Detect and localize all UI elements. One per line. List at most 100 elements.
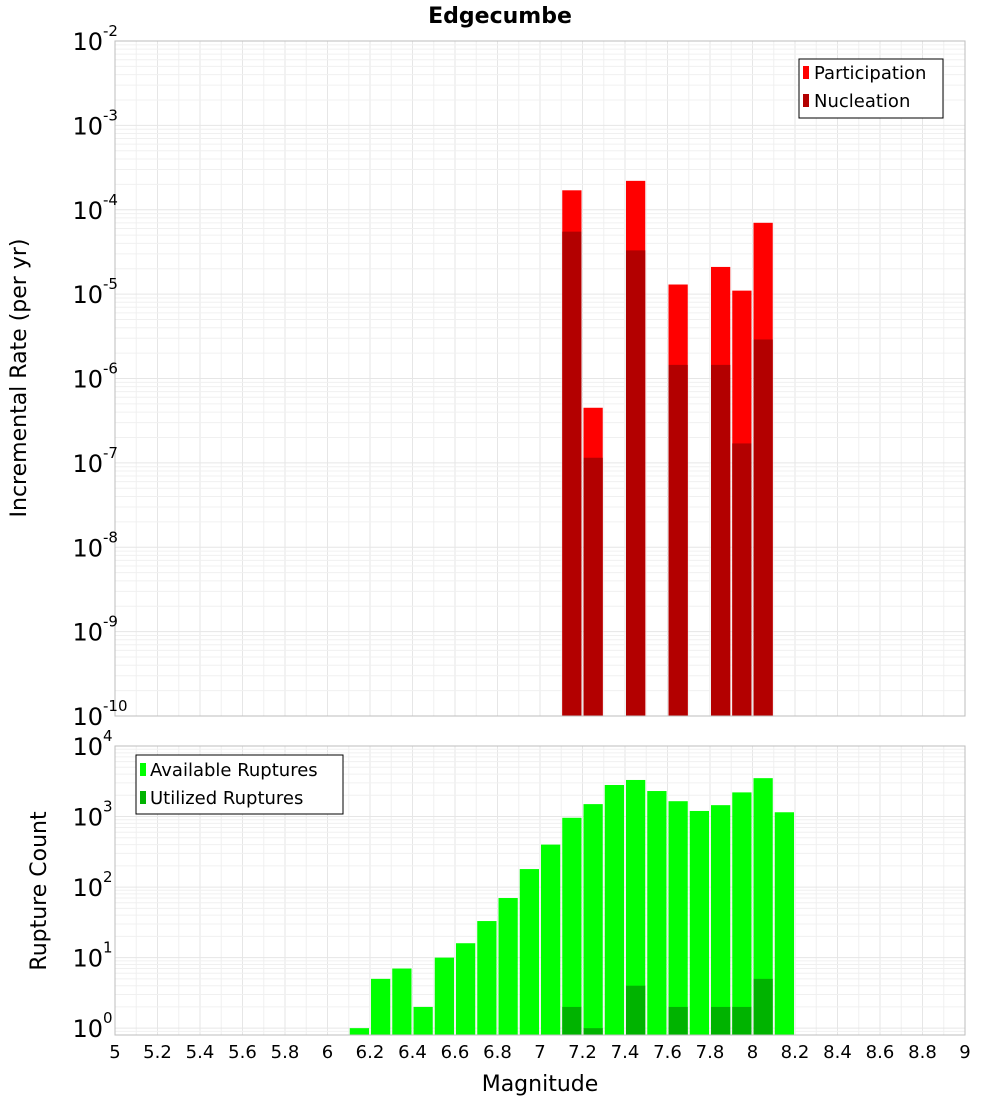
count-a-bar xyxy=(519,869,539,1035)
y-tick-base: 10 xyxy=(72,112,103,140)
y-tick-exponent: -3 xyxy=(103,106,118,124)
top-legend-box xyxy=(798,58,944,119)
count-a-bar xyxy=(753,778,773,1035)
y-tick-base: 10 xyxy=(72,1015,103,1043)
participation-swatch xyxy=(803,66,809,79)
x-tick-label: 6 xyxy=(322,1042,333,1063)
legend-utilized: Utilized Ruptures xyxy=(150,788,303,809)
legend-nucleation: Nucleation xyxy=(814,91,910,112)
available-swatch xyxy=(140,763,146,776)
y-tick-base: 10 xyxy=(72,874,103,902)
count-a-bar xyxy=(668,801,688,1035)
count-b-bar xyxy=(711,1006,731,1035)
y-tick-exponent: -7 xyxy=(103,444,118,462)
y-tick-exponent: -4 xyxy=(103,191,118,209)
y-tick-exponent: -9 xyxy=(103,613,118,631)
y-tick-base: 10 xyxy=(72,534,103,562)
x-tick-label: 7.4 xyxy=(611,1042,640,1063)
x-tick-label: 5.4 xyxy=(186,1042,215,1063)
count-b-bar xyxy=(626,985,646,1035)
count-a-bar xyxy=(456,943,476,1035)
count-a-bar xyxy=(371,978,391,1035)
y-tick-base: 10 xyxy=(72,366,103,394)
x-tick-label: 5.6 xyxy=(228,1042,257,1063)
x-tick-label: 7 xyxy=(534,1042,545,1063)
y-tick-base: 10 xyxy=(72,28,103,56)
bottom-plot-bars xyxy=(349,778,794,1035)
count-a-bar xyxy=(541,844,561,1035)
x-tick-label: 5.8 xyxy=(271,1042,300,1063)
y-tick-exponent: 4 xyxy=(103,727,113,745)
count-a-bar xyxy=(349,1028,369,1035)
bottom-legend: Available Ruptures Utilized Ruptures xyxy=(135,754,344,815)
y-tick-exponent: 2 xyxy=(103,868,113,886)
x-tick-label: 8.2 xyxy=(781,1042,810,1063)
x-tick-label: 8.8 xyxy=(908,1042,937,1063)
count-a-bar xyxy=(434,957,454,1035)
x-tick-label: 7.8 xyxy=(696,1042,725,1063)
legend-available: Available Ruptures xyxy=(150,760,318,781)
chart-title: Edgecumbe xyxy=(428,4,572,29)
count-b-bar xyxy=(753,978,773,1035)
y-tick-exponent: 3 xyxy=(103,798,113,816)
y-tick-exponent: -5 xyxy=(103,275,118,293)
nucleation-swatch xyxy=(803,94,809,107)
x-tick-label: 6.2 xyxy=(356,1042,385,1063)
top-y-axis-label: Incremental Rate (per yr) xyxy=(7,239,32,518)
top-plot-bars xyxy=(562,180,773,717)
count-a-bar xyxy=(562,817,582,1035)
y-tick-exponent: 1 xyxy=(103,939,113,957)
y-tick-exponent: -10 xyxy=(103,697,128,715)
top-plot-frame xyxy=(114,40,966,717)
y-tick-base: 10 xyxy=(72,450,103,478)
x-tick-label: 8 xyxy=(747,1042,758,1063)
y-tick-base: 10 xyxy=(72,804,103,832)
x-tick-label: 8.4 xyxy=(823,1042,852,1063)
count-a-bar xyxy=(711,805,731,1035)
x-tick-label: 5 xyxy=(109,1042,120,1063)
rate-b-bar xyxy=(753,339,773,716)
y-tick-base: 10 xyxy=(72,281,103,309)
y-tick-base: 10 xyxy=(72,733,103,761)
legend-participation: Participation xyxy=(814,63,926,84)
y-tick-exponent: -8 xyxy=(103,528,118,546)
x-tick-label: 6.8 xyxy=(483,1042,512,1063)
count-b-bar xyxy=(732,1006,752,1035)
utilized-swatch xyxy=(140,791,146,804)
count-a-bar xyxy=(604,784,624,1035)
count-b-bar xyxy=(668,1006,688,1035)
count-a-bar xyxy=(626,779,646,1035)
y-tick-exponent: 0 xyxy=(103,1009,113,1027)
rate-b-bar xyxy=(732,443,752,716)
count-a-bar xyxy=(498,898,518,1035)
count-a-bar xyxy=(583,804,603,1035)
bottom-y-axis-label: Rupture Count xyxy=(27,811,52,971)
top-plot-grid xyxy=(115,41,966,717)
x-axis-label: Magnitude xyxy=(482,1072,599,1097)
y-tick-exponent: -2 xyxy=(103,22,118,40)
rate-b-bar xyxy=(668,364,688,716)
bottom-legend-box xyxy=(135,754,344,815)
count-a-bar xyxy=(392,968,412,1035)
count-a-bar xyxy=(689,810,709,1035)
rate-b-bar xyxy=(562,231,582,716)
count-b-bar xyxy=(583,1028,603,1035)
x-tick-label: 5.2 xyxy=(143,1042,172,1063)
x-tick-label: 9 xyxy=(959,1042,970,1063)
x-tick-label: 7.2 xyxy=(568,1042,597,1063)
y-tick-exponent: -6 xyxy=(103,360,118,378)
rate-b-bar xyxy=(583,457,603,716)
x-tick-label: 7.6 xyxy=(653,1042,682,1063)
top-y-tick-labels: 10-210-310-410-510-610-710-810-910-10 xyxy=(72,22,127,731)
count-a-bar xyxy=(413,1006,433,1035)
rate-b-bar xyxy=(711,364,731,716)
count-a-bar xyxy=(732,792,752,1035)
count-a-bar xyxy=(647,791,667,1035)
bottom-plot-frame xyxy=(114,745,966,1036)
rate-b-bar xyxy=(626,250,646,717)
y-tick-base: 10 xyxy=(72,197,103,225)
y-tick-base: 10 xyxy=(72,945,103,973)
